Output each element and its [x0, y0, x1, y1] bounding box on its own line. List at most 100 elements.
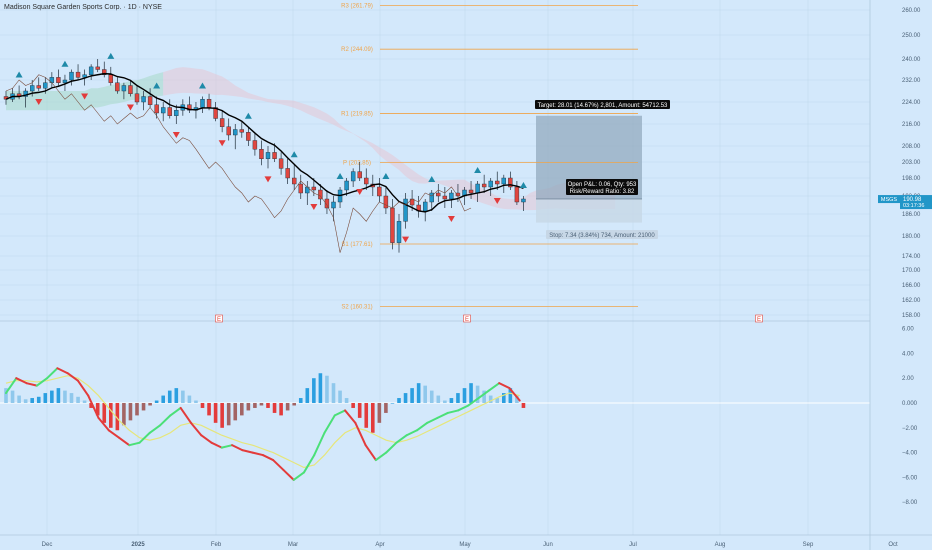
- macd-bar-44: [292, 403, 296, 406]
- earnings-marker-1: [463, 314, 471, 323]
- macd-line-seg-44: [457, 404, 470, 412]
- macd-line-seg-38: [395, 434, 408, 444]
- time-tick-10: Oct: [888, 542, 898, 548]
- ichimoku-cloud: [6, 67, 616, 211]
- macd-line-seg-37: [385, 441, 398, 454]
- candle-body-55: [364, 177, 369, 185]
- triangle-up-2: [15, 71, 23, 78]
- macd-bar-73: [482, 390, 486, 403]
- macd-line-seg-49: [508, 387, 521, 402]
- stop-label-text-0: Stop: 7.34 (3.84%) 734, Amount: 21000: [549, 233, 655, 239]
- candle-body-9: [62, 79, 68, 83]
- triangle-up-44: [290, 151, 298, 158]
- candle-body-42: [278, 158, 284, 169]
- macd-bar-18: [122, 403, 126, 426]
- macd-bar-0: [4, 388, 8, 403]
- macd-tick-7: −8.00: [902, 500, 918, 506]
- last-price-box: [900, 195, 932, 210]
- triangle-up-30: [199, 82, 206, 89]
- time-tick-6: Jun: [543, 542, 553, 548]
- triangle-down-68: [447, 216, 455, 222]
- triangle-up-16: [107, 52, 115, 59]
- candle-body-18: [121, 85, 127, 92]
- macd-line-seg-2: [25, 382, 38, 387]
- earnings-marker-2: [755, 314, 763, 323]
- macd-line-seg-46: [477, 389, 490, 400]
- macd-tick-2: 2.00: [902, 376, 914, 382]
- macd-line-seg-11: [118, 436, 131, 447]
- triangle-up-37: [244, 112, 252, 119]
- time-tick-9: Sep: [803, 542, 814, 548]
- candle-body-23: [154, 104, 159, 114]
- macd-bar-13: [89, 403, 93, 408]
- macd-bar-53: [351, 403, 355, 408]
- triangle-down-61: [402, 236, 410, 243]
- macd-bar-2: [17, 395, 21, 403]
- macd-line-seg-42: [436, 411, 449, 419]
- pnl-label-text-0: Open P&L: 0.06, Qty: 953: [568, 182, 637, 188]
- overlay-lines: [5, 72, 524, 253]
- macd-line-seg-40: [415, 421, 429, 432]
- candle-body-60: [396, 221, 402, 243]
- macd-bar-59: [390, 403, 395, 404]
- candle-body-77: [508, 177, 513, 188]
- macd-line-seg-13: [138, 431, 151, 444]
- position-zones[interactable]: [536, 115, 642, 223]
- candle-body-48: [318, 189, 323, 200]
- time-tick-5: May: [459, 542, 470, 548]
- macd-line-seg-24: [251, 451, 264, 457]
- macd-line-seg-30: [313, 431, 326, 457]
- macd-bar-75: [495, 398, 500, 403]
- macd-bar-6: [43, 393, 48, 403]
- earnings-label-1: E: [465, 317, 469, 323]
- price-tick-12: 174.00: [902, 254, 921, 260]
- stop-label-box: [546, 230, 658, 239]
- macd-bar-52: [344, 398, 349, 403]
- candle-body-22: [147, 96, 153, 105]
- triangle-up-23: [153, 82, 161, 89]
- signal-line: [5, 375, 520, 469]
- candle-body-14: [95, 66, 100, 70]
- macd-bar-29: [194, 400, 198, 403]
- macd-bar-76: [502, 393, 506, 403]
- macd-bar-45: [298, 398, 303, 403]
- pivot-label-1: R2 (244.09): [341, 47, 373, 53]
- macd-bar-7: [50, 390, 54, 403]
- macd-bar-3: [23, 399, 28, 403]
- macd-bar-5: [36, 396, 41, 403]
- candle-body-34: [226, 126, 231, 136]
- candle-body-30: [200, 99, 205, 108]
- target-label-text-0: Target: 28.01 (14.67%) 2,801, Amount: 54…: [538, 103, 668, 109]
- candle-body-15: [102, 69, 107, 75]
- candle-body-50: [331, 201, 336, 209]
- macd-line-seg-3: [35, 377, 49, 387]
- macd-bar-35: [233, 403, 238, 421]
- candle-body-44: [292, 177, 297, 185]
- macd-line-seg-48: [498, 382, 511, 390]
- macd-bar-20: [135, 403, 139, 416]
- candle-body-74: [488, 180, 493, 188]
- macd-bar-39: [259, 403, 264, 406]
- candle-body-13: [88, 66, 94, 75]
- macd-bar-33: [220, 403, 224, 428]
- cloud-red: [163, 67, 616, 211]
- macd-bar-8: [56, 388, 61, 403]
- earnings-marker-0: [215, 314, 223, 323]
- candle-body-25: [167, 107, 172, 116]
- triangle-up-9: [61, 60, 69, 67]
- price-tick-10: 186.00: [902, 212, 921, 218]
- pivot-label-4: S1 (177.61): [341, 242, 372, 248]
- macd-bar-10: [69, 393, 74, 403]
- candle-body-53: [350, 171, 356, 182]
- macd-bar-36: [240, 403, 244, 416]
- macd-bar-42: [279, 403, 283, 416]
- candle-body-57: [377, 186, 382, 197]
- macd-line-seg-31: [323, 414, 336, 434]
- macd-bar-4: [30, 398, 34, 403]
- macd-bar-78: [515, 395, 519, 403]
- candle-body-5: [36, 85, 41, 89]
- macd-bar-40: [266, 403, 270, 408]
- triangle-down-75: [493, 198, 501, 204]
